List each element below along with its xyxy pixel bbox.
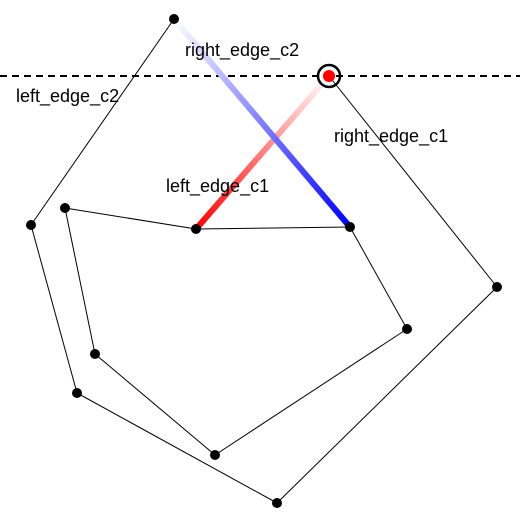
- left-edge-c1-line: [196, 76, 329, 229]
- diagram-canvas: right_edge_c2 left_edge_c2 right_edge_c1…: [0, 0, 520, 520]
- label-left-edge-c1: left_edge_c1: [166, 176, 269, 197]
- inner-polygon: [65, 208, 407, 455]
- label-right-edge-c2: right_edge_c2: [185, 40, 299, 61]
- label-right-edge-c1: right_edge_c1: [334, 126, 448, 147]
- label-left-edge-c2: left_edge_c2: [16, 86, 119, 107]
- inner-vertices: [60, 203, 412, 460]
- event-marker-dot: [323, 70, 335, 82]
